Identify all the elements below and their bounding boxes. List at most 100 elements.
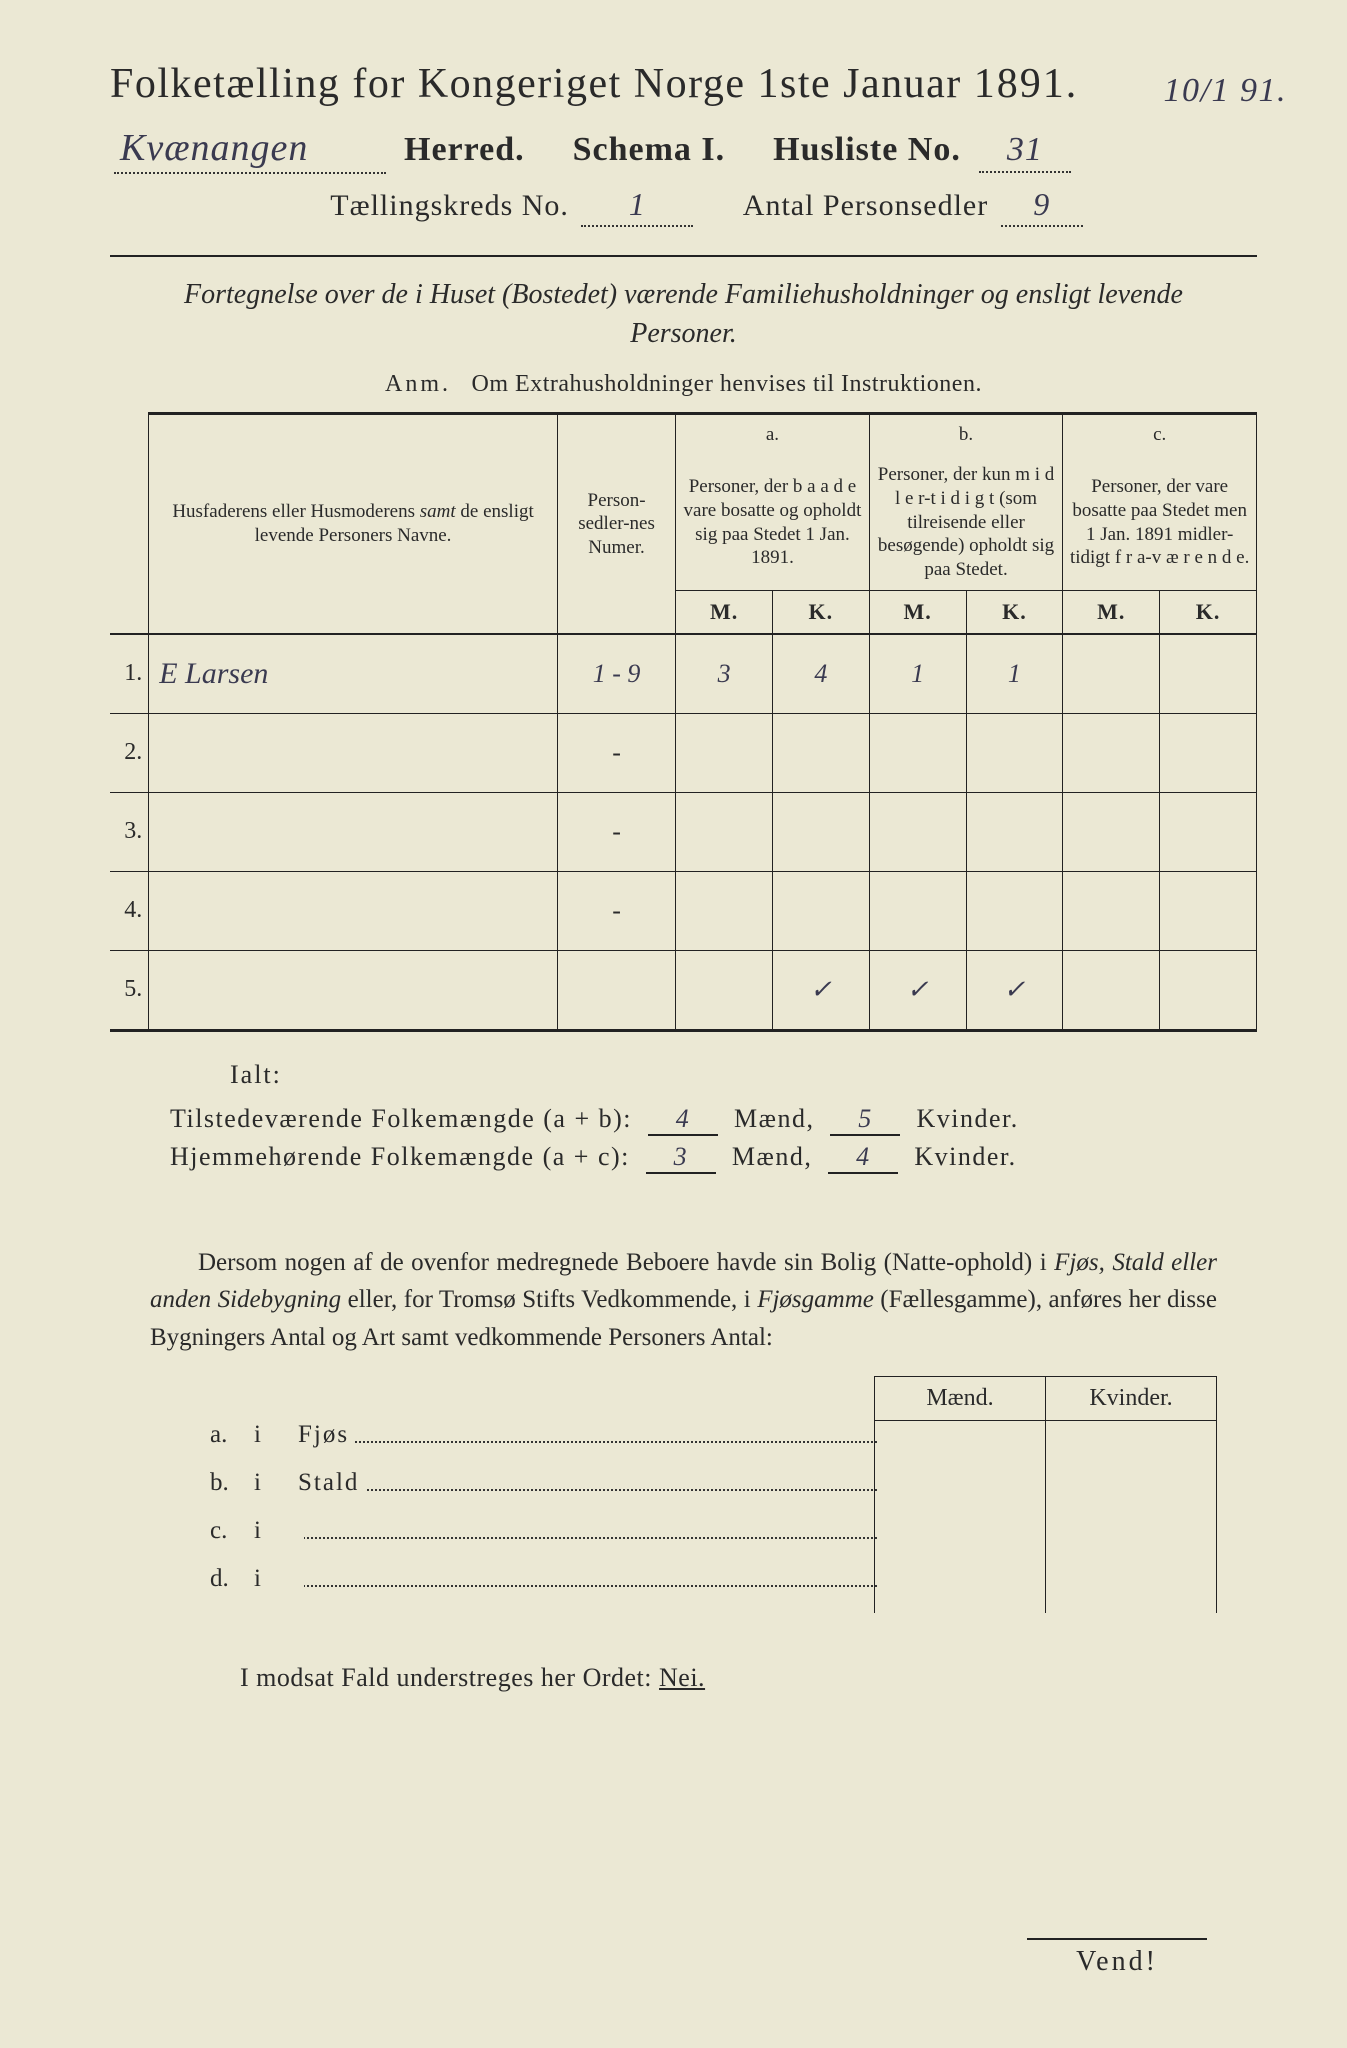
vend-label: Vend! — [1027, 1938, 1207, 1978]
row-aK: 4 — [772, 634, 869, 714]
title-text: Folketælling for Kongeriget Norge 1ste J… — [110, 61, 962, 107]
col-b-desc: Personer, der kun m i d l e r-t i d i g … — [869, 455, 1063, 590]
sum1-k: 5 — [830, 1104, 900, 1136]
lower-row-text: Fjøs — [298, 1421, 877, 1449]
row-cM — [1063, 634, 1160, 714]
col-b-k: K. — [966, 590, 1063, 634]
row-name — [149, 871, 558, 950]
sum1-label: Tilstedeværende Folkemængde (a + b): — [170, 1104, 632, 1133]
lower-row-text-val: Fjøs — [298, 1421, 355, 1448]
sum2-label: Hjemmehørende Folkemængde (a + c): — [170, 1142, 630, 1171]
row-aM — [676, 713, 773, 792]
col-a-k: K. — [772, 590, 869, 634]
lower-head-m: Mænd. — [874, 1376, 1045, 1421]
table-row: 3. - — [110, 792, 1257, 871]
row-num — [557, 950, 675, 1030]
row-num: - — [557, 713, 675, 792]
lower-section: Mænd. Kvinder. a. i Fjøs b. i Stald c. — [210, 1376, 1217, 1613]
nej-pre: I modsat Fald understreges her Ordet: — [240, 1663, 652, 1692]
title-year: 1891. — [974, 61, 1079, 107]
row-name — [149, 713, 558, 792]
col-a-desc: Personer, der b a a d e vare bosatte og … — [676, 455, 870, 590]
antal-field: 9 — [1001, 186, 1083, 227]
row-number: 3. — [110, 792, 149, 871]
nej-word: Nei. — [659, 1663, 705, 1692]
lower-row-text: Stald — [298, 1469, 877, 1497]
ialt-label: Ialt: — [230, 1060, 1257, 1090]
table-row: 4. - — [110, 871, 1257, 950]
col-c-desc: Personer, der vare bosatte paa Stedet me… — [1063, 455, 1257, 590]
col-a-label: a. — [676, 414, 870, 455]
census-form-page: Folketælling for Kongeriget Norge 1ste J… — [0, 0, 1347, 2048]
lower-row-text-val: Stald — [298, 1469, 365, 1496]
anm-text: Om Extrahusholdninger henvises til Instr… — [472, 371, 982, 397]
row-number: 5. — [110, 950, 149, 1030]
row-bM — [869, 713, 966, 792]
kvinder-label: Kvinder. — [916, 1104, 1018, 1133]
row-number: 2. — [110, 713, 149, 792]
row-name — [149, 792, 558, 871]
herred-field: Kvænangen — [114, 126, 386, 174]
lower-row-text — [298, 1565, 877, 1593]
schema-label: Schema I. — [573, 131, 726, 169]
col-b-label: b. — [869, 414, 1063, 455]
row-cM — [1063, 950, 1160, 1030]
subtitle: Fortegnelse over de i Huset (Bostedet) v… — [140, 275, 1227, 353]
lower-row-text-val — [298, 1517, 304, 1544]
row-aM — [676, 950, 773, 1030]
sum1-m: 4 — [648, 1104, 718, 1136]
row-aK — [772, 871, 869, 950]
table-row: 5. ✓ ✓ ✓ — [110, 950, 1257, 1030]
row-name: E Larsen — [149, 634, 558, 714]
table-row: 2. - — [110, 713, 1257, 792]
row-bK — [966, 871, 1063, 950]
instruction-paragraph: Dersom nogen af de ovenfor medregnede Be… — [150, 1244, 1217, 1357]
row-number: 4. — [110, 871, 149, 950]
antal-label: Antal Personsedler — [743, 189, 988, 222]
row-cK — [1160, 634, 1257, 714]
row-num: 1 - 9 — [557, 634, 675, 714]
table-row: 1. E Larsen 1 - 9 3 4 1 1 — [110, 634, 1257, 714]
kvinder-label-2: Kvinder. — [914, 1142, 1016, 1171]
lower-row-label: c. — [210, 1517, 254, 1545]
row-aK — [772, 792, 869, 871]
row-cM — [1063, 871, 1160, 950]
lower-row-i: i — [254, 1469, 298, 1497]
row-name — [149, 950, 558, 1030]
col-a-m: M. — [676, 590, 773, 634]
row-bM: ✓ — [869, 950, 966, 1030]
anm-line: Anm. Om Extrahusholdninger henvises til … — [110, 371, 1257, 398]
sum2-k: 4 — [828, 1142, 898, 1174]
col-names-header: Husfaderens eller Husmoderens samt de en… — [149, 414, 558, 634]
row-cM — [1063, 713, 1160, 792]
household-table: Husfaderens eller Husmoderens samt de en… — [110, 412, 1257, 1032]
lower-head-k: Kvinder. — [1045, 1376, 1217, 1421]
table-header-abc: Husfaderens eller Husmoderens samt de en… — [110, 414, 1257, 455]
lower-row-text — [298, 1517, 877, 1545]
col-c-m: M. — [1063, 590, 1160, 634]
lower-col-k — [1045, 1421, 1217, 1613]
row-bK — [966, 792, 1063, 871]
row-cK — [1160, 792, 1257, 871]
row-cK — [1160, 950, 1257, 1030]
row-cM — [1063, 792, 1160, 871]
lower-row-label: d. — [210, 1565, 254, 1593]
lower-col-m — [874, 1421, 1045, 1613]
anm-label: Anm. — [385, 371, 451, 397]
row-cK — [1160, 713, 1257, 792]
maend-label: Mænd, — [734, 1104, 814, 1133]
col-c-label: c. — [1063, 414, 1257, 455]
row-aM: 3 — [676, 634, 773, 714]
row-bK — [966, 713, 1063, 792]
summary-line-2: Hjemmehørende Folkemængde (a + c): 3 Mæn… — [170, 1142, 1257, 1174]
main-title: Folketælling for Kongeriget Norge 1ste J… — [110, 60, 1257, 108]
date-annotation: 10/1 91. — [1164, 72, 1287, 110]
nej-line: I modsat Fald understreges her Ordet: Ne… — [240, 1663, 1257, 1693]
col-names-samt: samt — [420, 501, 456, 522]
kreds-label: Tællingskreds No. — [330, 189, 569, 222]
lower-columns-rule — [874, 1421, 1217, 1613]
divider-1 — [110, 255, 1257, 257]
lower-row-label: b. — [210, 1469, 254, 1497]
summary-line-1: Tilstedeværende Folkemængde (a + b): 4 M… — [170, 1104, 1257, 1136]
lower-row-i: i — [254, 1565, 298, 1593]
